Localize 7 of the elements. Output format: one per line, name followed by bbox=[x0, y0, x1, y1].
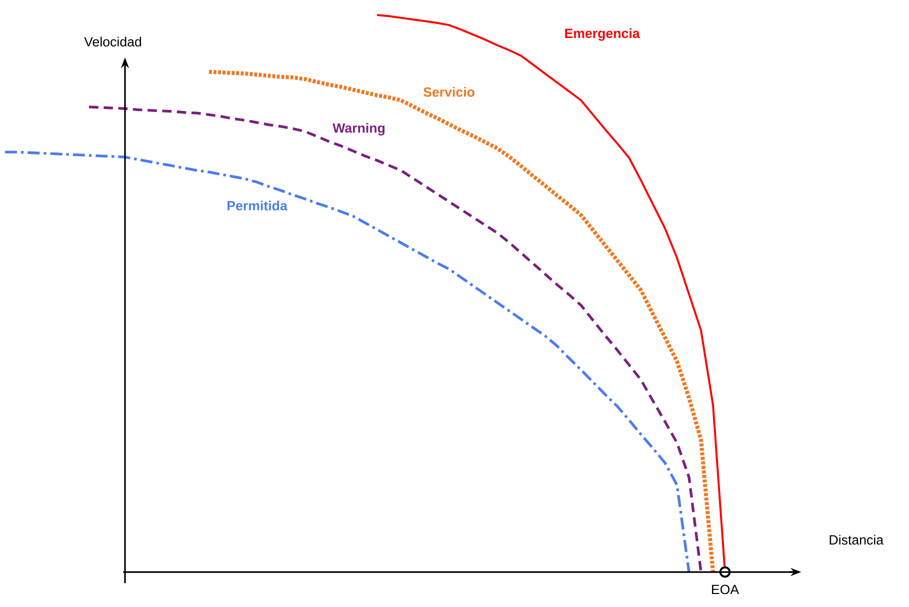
text: Emergencia bbox=[565, 28, 640, 41]
text: Distancia bbox=[830, 534, 884, 545]
series-label: Permitida bbox=[228, 200, 288, 210]
series-label: Warning bbox=[332, 122, 385, 136]
y-axis-title: Velocidad bbox=[84, 36, 142, 47]
text: EOA bbox=[712, 584, 740, 594]
series-label: Servicio bbox=[423, 87, 474, 97]
